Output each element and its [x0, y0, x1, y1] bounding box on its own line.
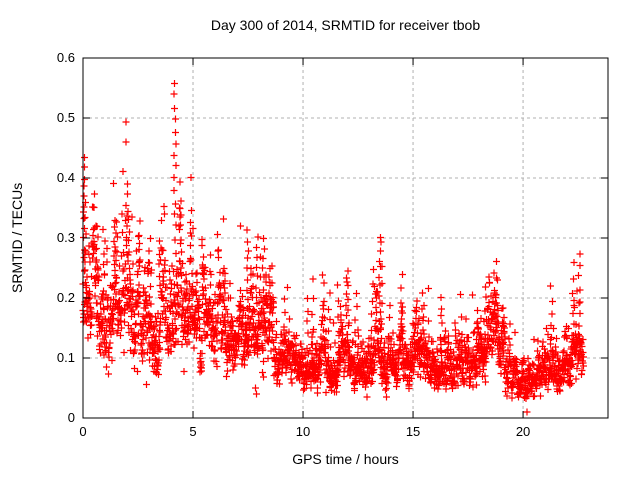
- y-tick-label: 0.1: [56, 350, 75, 365]
- y-tick-label: 0.2: [56, 290, 75, 305]
- x-tick-label: 0: [79, 424, 87, 439]
- x-tick-label: 5: [189, 424, 197, 439]
- x-tick-label: 10: [295, 424, 311, 439]
- y-tick-label: 0.4: [56, 170, 75, 185]
- x-axis-title: GPS time / hours: [292, 451, 399, 467]
- chart-title: Day 300 of 2014, SRMTID for receiver tbo…: [210, 17, 481, 33]
- y-tick-label: 0.5: [56, 110, 75, 125]
- y-tick-label: 0: [67, 410, 75, 425]
- x-tick-label: 20: [515, 424, 531, 439]
- x-tick-label: 15: [405, 424, 421, 439]
- y-tick-label: 0.3: [56, 230, 75, 245]
- y-tick-label: 0.6: [56, 50, 75, 65]
